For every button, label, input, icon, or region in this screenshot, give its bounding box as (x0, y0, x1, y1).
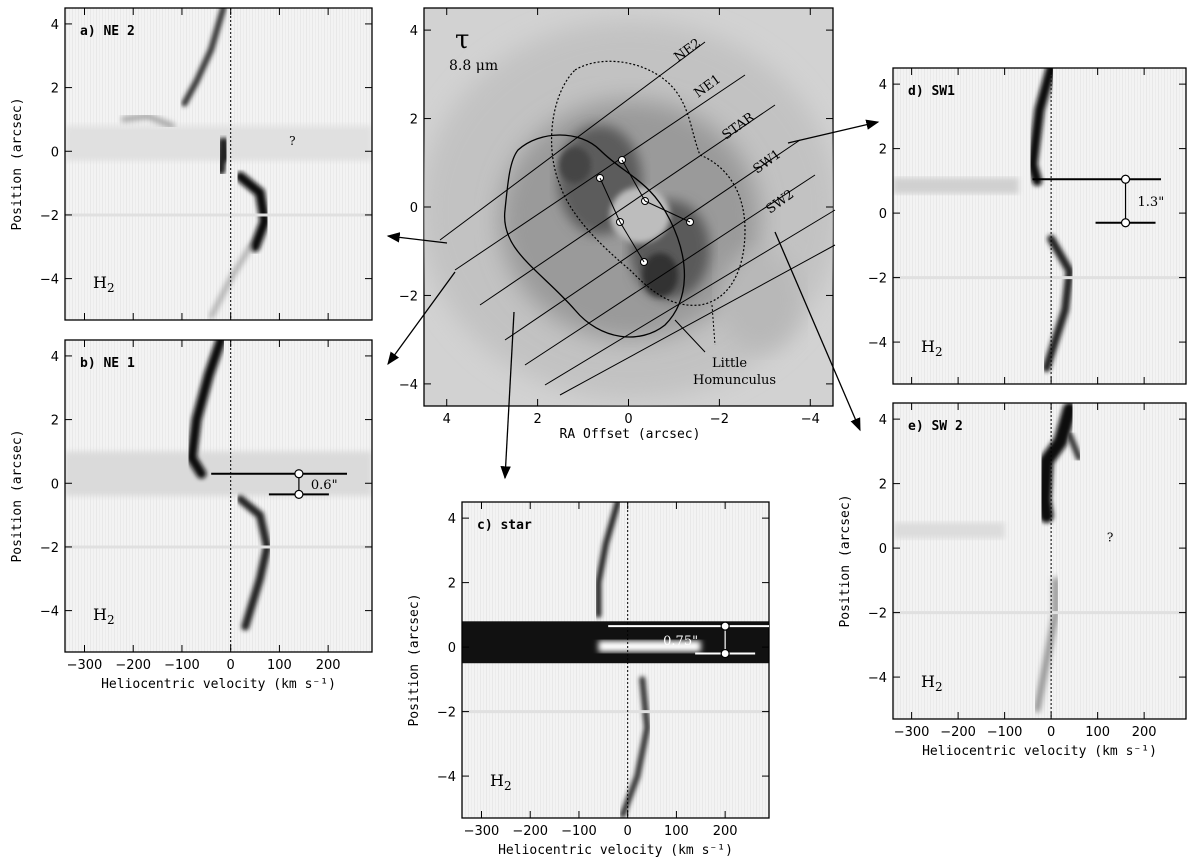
panel-e-label: e) SW 2 (908, 419, 963, 434)
panel-a-ytick-label: −2 (40, 209, 59, 224)
panel-e-note: ? (1107, 531, 1113, 545)
panel-d-emission (893, 68, 1186, 372)
panel-e-ytick-label: −4 (868, 671, 887, 686)
panel-d-separation: 1.3" (1138, 195, 1165, 210)
panel-b-ytick-label: −4 (40, 605, 59, 620)
center-ytick-label: 2 (410, 113, 418, 128)
panel-c-xtick-label: −200 (512, 824, 548, 839)
panel-e-ytick-label: 2 (879, 478, 887, 493)
panel-d-label: d) SW1 (908, 84, 955, 99)
panel-b-ytick-label: 2 (51, 414, 59, 429)
panel-e-ylabel: Position (arcsec) (838, 494, 853, 627)
panel-b-xtick-label: −100 (164, 658, 200, 673)
panel-e-background (893, 403, 1186, 719)
panel-b-xlabel: Heliocentric velocity (km s⁻¹) (101, 677, 336, 692)
panel-c-ytick-label: 0 (448, 641, 456, 656)
center-xtick-label: −4 (801, 412, 820, 427)
panel-e-ytick-label: −2 (868, 607, 887, 622)
panel-b-separation: 0.6" (311, 478, 338, 493)
contour-solid (504, 134, 686, 338)
panel-d-ytick-label: 2 (879, 143, 887, 158)
panel-e-ytick-label: 4 (879, 413, 887, 428)
panel-a: 420−2−4a) NE 2H2?Position (arcsec) (10, 7, 373, 321)
panel-c-xtick-label: −300 (464, 824, 500, 839)
center-xtick-label: 4 (443, 412, 451, 427)
panel-c-xlabel: Heliocentric velocity (km s⁻¹) (498, 843, 733, 858)
center-ytick-label: 4 (410, 24, 418, 39)
panel-c-xtick-label: 0 (624, 824, 632, 839)
connector-arrows (386, 119, 880, 480)
panel-e-xtick-label: −200 (940, 725, 976, 740)
panel-c-xtick-label: 100 (664, 824, 689, 839)
center-ytick-label: 0 (410, 201, 418, 216)
little-homunculus-label-2: Homunculus (693, 373, 776, 388)
center-xtick-label: 0 (624, 412, 632, 427)
panel-b-ytick-label: 4 (51, 350, 59, 365)
panel-center: NE2 NE1 STAR SW1 SW2 Little Homunculus τ… (399, 7, 836, 442)
panel-b-ytick-label: −2 (40, 541, 59, 556)
panel-b-frame (64, 339, 373, 653)
center-xlabel: RA Offset (arcsec) (560, 427, 701, 442)
little-homunculus-label-1: Little (712, 356, 747, 371)
panel-c-ytick-label: −2 (437, 706, 456, 721)
tau-symbol: τ (455, 25, 469, 55)
panel-c-frame (461, 501, 770, 819)
panel-a-ytick-label: −4 (40, 273, 59, 288)
panel-c-ytick-label: −4 (437, 770, 456, 785)
panel-a-emission (65, 8, 372, 319)
panel-a-ylabel: Position (arcsec) (10, 97, 25, 230)
panel-b-xtick-label: 200 (316, 658, 341, 673)
panel-a-ytick-label: 2 (51, 82, 59, 97)
panel-d-ytick-label: 0 (879, 207, 887, 222)
panel-c-ytick-label: 2 (448, 577, 456, 592)
panel-c-xtick-label: −100 (561, 824, 597, 839)
panel-e-frame (892, 402, 1187, 720)
panel-b-xtick-label: −200 (115, 658, 151, 673)
panel-c-emission (462, 502, 769, 818)
panel-b-label: b) NE 1 (80, 356, 135, 371)
panel-e-xtick-label: 100 (1085, 725, 1110, 740)
panel-c-ylabel: Position (arcsec) (407, 593, 422, 726)
panel-b-ytick-label: 0 (51, 477, 59, 492)
center-ytick-label: −2 (399, 289, 418, 304)
panel-e-xlabel: Heliocentric velocity (km s⁻¹) (922, 744, 1157, 759)
panel-b-xtick-label: 0 (227, 658, 235, 673)
panel-a-ytick-label: 0 (51, 145, 59, 160)
center-axes: 4 2 0 −2 −4 4 2 0 −2 −4 (399, 8, 833, 427)
panel-c-label: c) star (477, 518, 532, 533)
contour-dotted (551, 60, 746, 306)
panel-a-note: ? (289, 134, 295, 148)
center-ytick-label: −4 (399, 378, 418, 393)
panel-d-ytick-label: −4 (868, 336, 887, 351)
panel-d-ytick-label: 4 (879, 78, 887, 93)
slit-lines (439, 41, 836, 396)
panel-e-xtick-label: −300 (894, 725, 930, 740)
panel-c-xtick-label: 200 (713, 824, 738, 839)
panel-d-ytick-label: −2 (868, 272, 887, 287)
panel-e-xtick-label: 0 (1047, 725, 1055, 740)
panel-a-label: a) NE 2 (80, 24, 135, 39)
panel-b-xtick-label: −300 (67, 658, 103, 673)
little-homunculus-pointer (674, 304, 716, 353)
wavelength-label: 8.8 μm (449, 58, 498, 74)
panel-b-ylabel: Position (arcsec) (10, 429, 25, 562)
panel-a-ytick-label: 4 (51, 18, 59, 33)
panel-e-xtick-label: −100 (987, 725, 1023, 740)
center-xtick-label: 2 (533, 412, 541, 427)
center-xtick-label: −2 (710, 412, 729, 427)
panel-c-separation: 0.75" (663, 634, 698, 649)
panel-d-frame (892, 67, 1187, 385)
panel-a-frame (64, 7, 373, 321)
panel-e-xtick-label: 200 (1132, 725, 1157, 740)
panel-e-ytick-label: 0 (879, 542, 887, 557)
panel-e-emission (893, 403, 1186, 713)
panel-b-xtick-label: 100 (267, 658, 292, 673)
panel-c-ytick-label: 4 (448, 512, 456, 527)
